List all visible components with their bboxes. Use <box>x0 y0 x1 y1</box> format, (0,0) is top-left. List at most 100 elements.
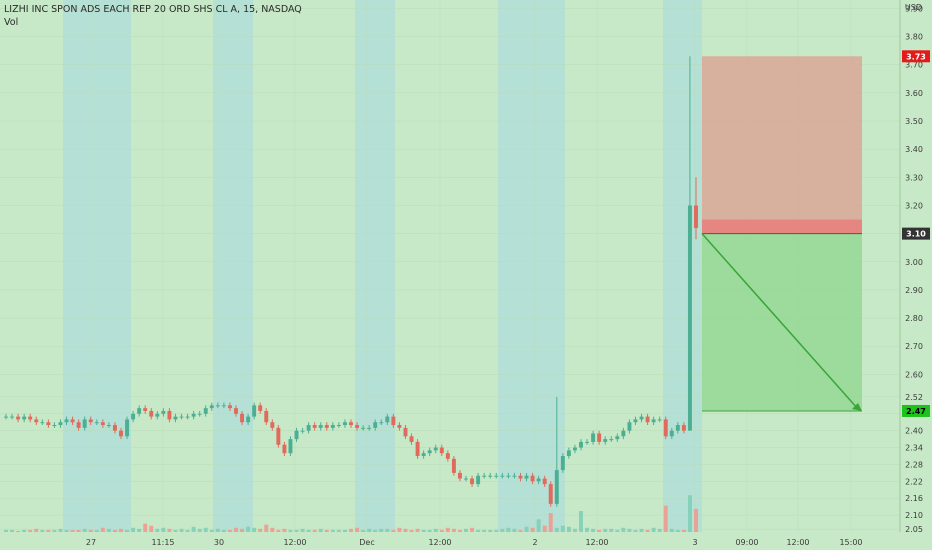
short-position-tool[interactable] <box>701 56 862 412</box>
y-tick-label: 2.80 <box>905 314 923 323</box>
candle-body <box>633 419 638 423</box>
candle-body <box>421 453 426 456</box>
session-band <box>63 0 131 532</box>
volume-bar <box>312 529 317 532</box>
candle-body <box>336 425 341 427</box>
candle-body <box>10 416 15 418</box>
candle-body <box>258 405 263 411</box>
candle-body <box>657 419 662 421</box>
candle-body <box>294 430 299 440</box>
candle-body <box>482 475 487 477</box>
current-price-tag-bg <box>902 227 930 240</box>
volume-bar <box>585 527 590 532</box>
candle-body <box>579 441 583 448</box>
candle-body <box>566 450 571 456</box>
volume-bar <box>451 528 456 532</box>
x-tick-label: 12:00 <box>585 538 608 547</box>
candle-body <box>161 410 166 414</box>
y-tick-label: 3.70 <box>905 61 923 70</box>
volume-bar <box>88 529 93 532</box>
volume-bar <box>579 511 583 532</box>
volume-bar <box>64 529 69 532</box>
candle-body <box>524 475 529 479</box>
volume-bar <box>409 529 414 532</box>
volume-bar <box>137 528 142 532</box>
candle-body <box>639 416 644 420</box>
y-tick-label: 2.05 <box>905 525 923 534</box>
x-tick-label: 30 <box>214 538 224 547</box>
volume-bar <box>482 529 487 532</box>
y-tick-label: 3.50 <box>905 117 923 126</box>
candle-body <box>403 427 408 437</box>
candle-body <box>349 422 353 426</box>
price-axis <box>900 0 932 550</box>
candle-body <box>391 416 396 426</box>
candle-body <box>155 413 160 417</box>
volume-bar <box>669 528 674 532</box>
candle-body <box>288 439 293 454</box>
volume-bar <box>300 528 305 532</box>
volume-bar <box>470 527 475 532</box>
candle-body <box>106 425 111 427</box>
candle-body <box>675 425 680 431</box>
volume-bar <box>209 529 214 532</box>
volume-bar <box>548 513 553 532</box>
candle-body <box>663 419 668 437</box>
volume-bars <box>4 495 698 532</box>
candle-body <box>137 408 142 414</box>
x-tick-label: 12:00 <box>786 538 809 547</box>
volume-bar <box>258 528 263 532</box>
candle-body <box>191 413 196 417</box>
candle-body <box>227 405 232 409</box>
y-tick-label: 2.40 <box>905 427 923 436</box>
volume-bar <box>627 528 632 532</box>
volume-bar <box>427 529 432 532</box>
candle-body <box>457 472 462 479</box>
y-tick-label: 2.70 <box>905 342 923 351</box>
volume-bar <box>621 527 626 532</box>
candle-body <box>131 413 136 420</box>
volume-bar <box>276 529 281 532</box>
candle-body <box>306 425 311 431</box>
candle-body <box>397 425 402 428</box>
candle-body <box>324 425 329 428</box>
candle-body <box>40 422 45 424</box>
y-tick-label: 2.52 <box>905 393 923 402</box>
volume-bar <box>645 529 650 532</box>
volume-bar <box>566 526 571 532</box>
candle-body <box>445 453 450 459</box>
candle-body <box>22 416 27 420</box>
volume-bar <box>342 529 347 532</box>
candle-body <box>246 416 251 423</box>
candle-body <box>143 408 148 411</box>
candle-body <box>361 427 366 429</box>
candle-body <box>597 433 602 442</box>
volume-bar <box>433 528 438 532</box>
candle-body <box>379 422 384 424</box>
x-tick-label: 2 <box>532 538 537 547</box>
candle-body <box>681 425 686 431</box>
volume-bar <box>185 529 190 532</box>
volume-bar <box>46 529 51 532</box>
volume-bar <box>572 528 577 532</box>
volume-bar <box>542 525 547 532</box>
candle-body <box>58 422 63 426</box>
candle-body <box>518 475 523 479</box>
candle-body <box>427 450 432 454</box>
candle-body <box>125 419 130 437</box>
y-tick-label: 3.60 <box>905 89 923 98</box>
candle-body <box>439 447 444 454</box>
volume-bar <box>155 528 160 532</box>
candle-body <box>488 475 493 477</box>
volume-bar <box>167 528 172 532</box>
volume-bar <box>221 529 226 532</box>
candles <box>4 56 698 507</box>
volume-bar <box>500 528 505 532</box>
candle-body <box>669 430 674 437</box>
volume-bar <box>403 528 408 532</box>
volume-bar <box>518 529 523 532</box>
x-tick-label: Dec <box>359 538 374 547</box>
candle-body <box>234 408 238 414</box>
